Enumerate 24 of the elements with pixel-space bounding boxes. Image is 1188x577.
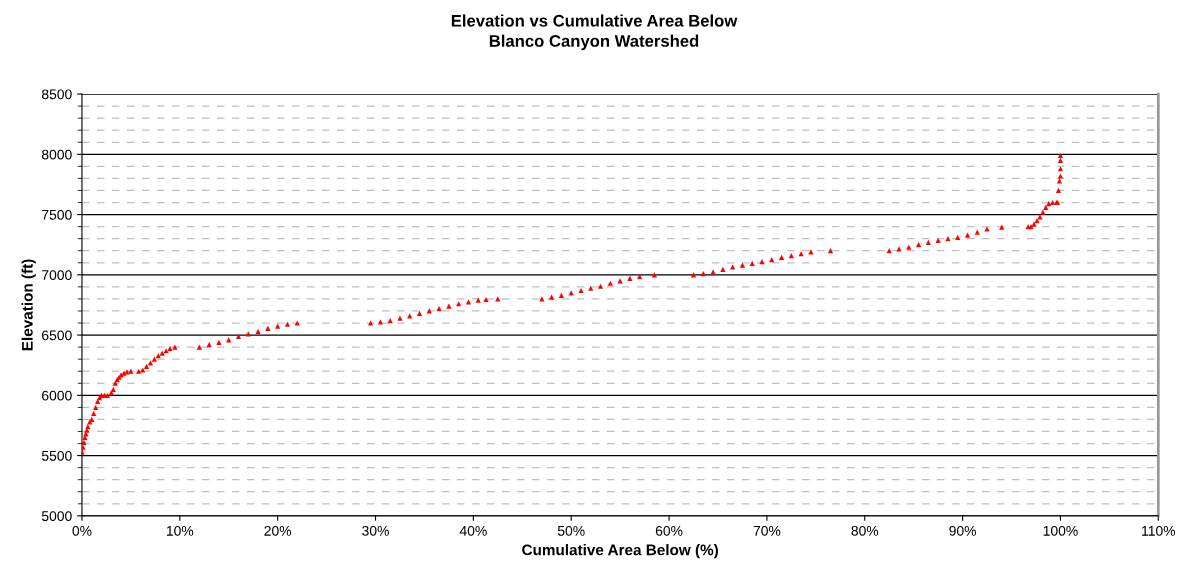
y-tick-label: 5000	[41, 511, 72, 522]
x-tick-label: 40%	[459, 525, 487, 536]
y-tick-label: 7000	[42, 270, 72, 280]
x-tick-label: 20%	[264, 525, 292, 536]
x-tick-label: 80%	[851, 525, 879, 536]
x-tick-label: 10%	[166, 525, 194, 536]
y-tick-label: 8000	[41, 149, 72, 160]
y-tick-label: 8500	[41, 89, 72, 100]
x-tick-label: 60%	[655, 525, 683, 536]
x-tick-label: 0%	[72, 525, 92, 536]
x-tick-label: 110%	[1142, 525, 1176, 536]
x-tick-label: 90%	[949, 525, 977, 536]
y-tick-label: 5500	[41, 450, 72, 461]
x-tick-label: 70%	[753, 525, 781, 536]
y-tick-label: 7500	[42, 209, 72, 220]
y-axis-title: Elevation (ft)	[21, 259, 36, 351]
x-tick-label: 100%	[1043, 525, 1078, 536]
x-tick-label: 50%	[557, 525, 585, 536]
x-axis-title: Cumulative Area Below (%)	[522, 544, 718, 559]
chart-title: Elevation vs Cumulative Area Below	[451, 14, 738, 27]
y-tick-label: 6500	[42, 330, 72, 341]
chart-subtitle: Blanco Canyon Watershed	[489, 34, 699, 51]
y-tick-label: 6000	[42, 390, 72, 401]
x-tick-label: 30%	[362, 525, 389, 536]
